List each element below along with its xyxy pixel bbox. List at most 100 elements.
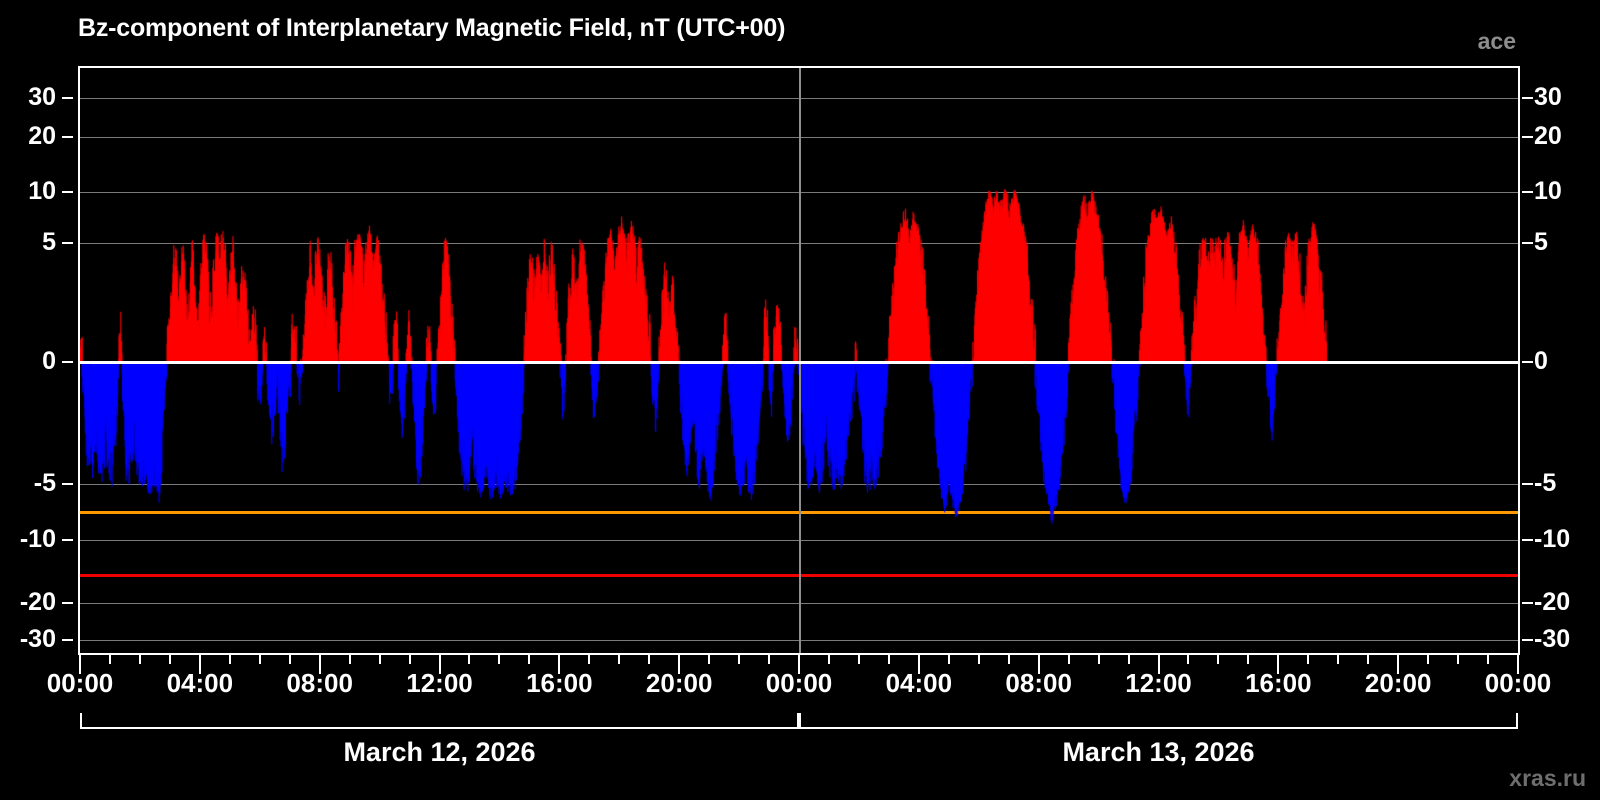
day-label-1: March 13, 2026 [1062,737,1255,767]
x-tick-32h [1037,653,1040,674]
x-tick-4h [198,653,201,674]
day-bar-cap-0-0 [80,713,82,729]
day-bar-cap-0-1 [797,713,799,729]
x-tick-label-8: 08:00 [1005,668,1072,698]
x-tick-43h [1367,653,1370,664]
plot-area [78,66,1520,655]
x-tick-46h [1457,653,1460,664]
x-tick-22h [738,653,741,664]
y-tick-label--5-right: -5 [1534,469,1557,497]
x-tick-44h [1397,653,1400,674]
y-tick-label-5-left: 5 [42,228,56,256]
x-tick-1h [108,653,111,664]
y-tick-label--20-left: -20 [19,588,56,616]
y-tick-label--5-left: -5 [33,469,56,497]
y-tick-label--30-right: -30 [1534,625,1571,653]
y-tick-mark--5-left [62,483,73,485]
y-tick-label--10-left: -10 [19,525,56,553]
x-tick-24h [798,653,800,674]
x-tick-35h [1127,653,1130,664]
x-tick-41h [1307,653,1310,664]
x-tick-42h [1337,653,1340,664]
x-tick-20h [678,653,681,674]
y-tick-label-30-left: 30 [28,83,56,111]
x-tick-14h [498,653,501,664]
x-tick-3h [168,653,171,664]
x-tick-9h [348,653,351,664]
y-tick-label-10-left: 10 [28,177,56,205]
x-tick-label-9: 12:00 [1125,668,1192,698]
y-tick-mark-10-left [62,191,73,193]
x-tick-13h [468,653,471,664]
x-tick-2h [138,653,141,664]
x-tick-15h [528,653,531,664]
y-tick-mark--30-right [1522,639,1533,641]
x-tick-39h [1247,653,1250,664]
x-tick-17h [588,653,591,664]
x-tick-label-11: 20:00 [1364,668,1432,698]
x-tick-label-12: 00:00 [1484,668,1552,698]
x-tick-25h [827,653,830,664]
x-tick-30h [977,653,980,664]
x-tick-8h [318,653,321,674]
day-bar-cap-1-0 [799,713,801,729]
x-tick-16h [558,653,561,674]
day-label-0: March 12, 2026 [343,737,536,767]
y-tick-label-20-right: 20 [1534,122,1562,150]
x-tick-19h [648,653,651,664]
y-tick-mark--20-right [1522,602,1533,604]
x-tick-label-6: 00:00 [765,668,833,698]
x-tick-18h [618,653,621,664]
y-tick-label-30-right: 30 [1534,83,1562,111]
x-tick-33h [1067,653,1070,664]
y-tick-mark--30-left [62,639,73,641]
y-tick-label--20-right: -20 [1534,588,1571,616]
x-tick-12h [438,653,441,674]
x-tick-label-1: 04:00 [166,668,234,698]
x-tick-7h [288,653,291,664]
y-tick-label--30-left: -30 [19,625,56,653]
x-tick-27h [887,653,890,664]
x-tick-label-10: 16:00 [1245,668,1312,698]
zero-line [80,361,1518,364]
x-tick-10h [378,653,381,664]
x-tick-47h [1487,653,1490,664]
x-tick-label-2: 08:00 [286,668,353,698]
day-bar-1 [799,727,1518,729]
page-title: Bz-component of Interplanetary Magnetic … [78,14,786,42]
x-tick-label-4: 16:00 [526,668,593,698]
data-source-label: ace [1477,28,1516,54]
x-tick-label-3: 12:00 [406,668,473,698]
x-tick-37h [1187,653,1190,664]
y-tick-mark-5-left [62,242,73,244]
x-tick-28h [917,653,920,674]
x-tick-36h [1157,653,1160,674]
day-bar-0 [80,727,799,729]
day-bar-cap-1-1 [1516,713,1518,729]
y-tick-mark--5-right [1522,483,1533,485]
y-tick-label-20-left: 20 [28,122,56,150]
x-tick-6h [258,653,261,664]
y-tick-mark--10-right [1522,539,1533,541]
x-tick-48h [1517,653,1519,674]
y-tick-mark--10-left [62,539,73,541]
y-tick-label-0-right: 0 [1534,347,1548,375]
y-tick-mark-20-left [62,136,73,138]
y-tick-mark-10-right [1522,191,1533,193]
y-tick-mark-5-right [1522,242,1533,244]
y-tick-label-10-right: 10 [1534,177,1562,205]
y-tick-label-0-left: 0 [42,347,56,375]
x-tick-26h [857,653,860,664]
x-tick-label-7: 04:00 [885,668,953,698]
x-tick-23h [768,653,771,664]
x-tick-38h [1217,653,1220,664]
x-tick-0h [79,653,81,674]
y-tick-mark--20-left [62,602,73,604]
x-tick-29h [947,653,950,664]
x-tick-5h [228,653,231,664]
x-tick-21h [708,653,711,664]
y-tick-mark-0-right [1522,361,1533,363]
y-tick-mark-20-right [1522,136,1533,138]
x-tick-label-5: 20:00 [645,668,713,698]
